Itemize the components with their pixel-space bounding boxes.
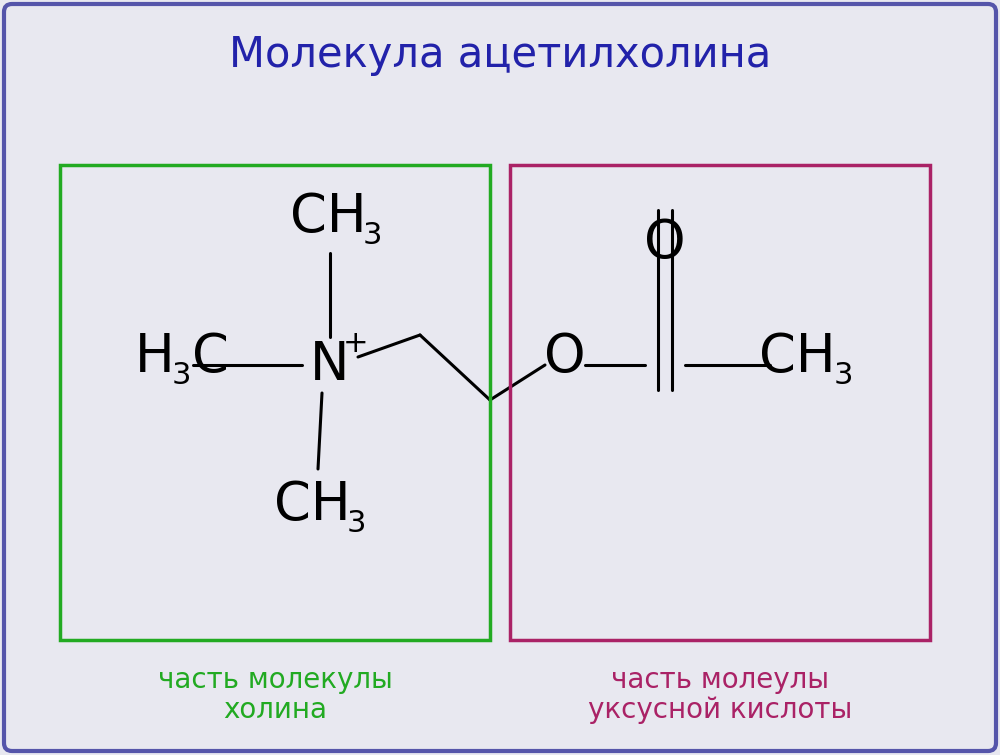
Text: CH: CH (290, 191, 366, 243)
Text: 3: 3 (833, 360, 853, 390)
Text: O: O (544, 331, 586, 383)
Text: +: + (343, 328, 369, 358)
Text: CH: CH (759, 331, 835, 383)
Text: CH: CH (274, 479, 350, 531)
Bar (510, 165, 930, 640)
Text: уксусной кислоты: уксусной кислоты (588, 696, 852, 724)
Text: 3: 3 (171, 360, 191, 390)
FancyBboxPatch shape (4, 4, 996, 751)
Text: часть молеулы: часть молеулы (611, 666, 829, 694)
Text: 3: 3 (346, 509, 366, 538)
Text: N: N (310, 339, 350, 391)
Text: Молекула ацетилхолина: Молекула ацетилхолина (229, 34, 771, 76)
Text: H: H (135, 331, 175, 383)
Text: холина: холина (223, 696, 327, 724)
Bar (60, 165, 490, 640)
Text: часть молекулы: часть молекулы (158, 666, 392, 694)
Text: O: O (644, 217, 686, 269)
Text: 3: 3 (362, 220, 382, 249)
Text: C: C (192, 331, 228, 383)
